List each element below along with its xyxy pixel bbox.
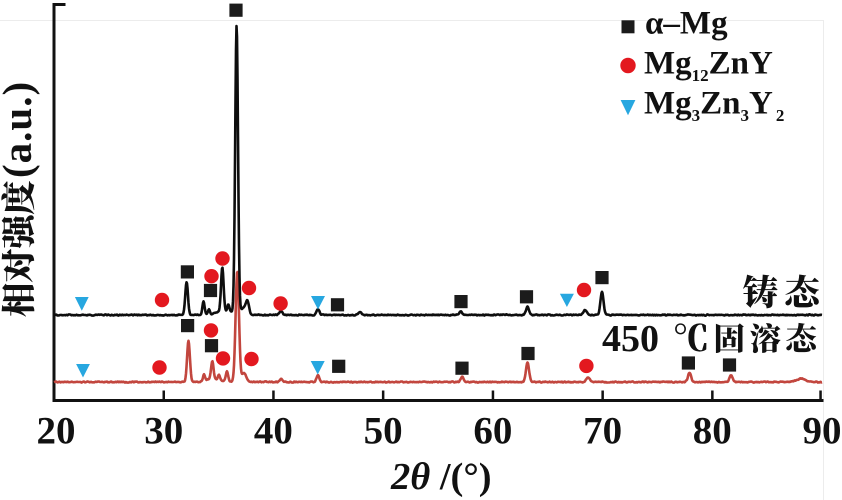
svg-text:40: 40 [254, 410, 293, 453]
svg-text:70: 70 [583, 410, 622, 453]
svg-text:2θ /(°): 2θ /(°) [390, 456, 492, 498]
svg-text:30: 30 [144, 410, 183, 453]
svg-text:(a.u.): (a.u.) [0, 81, 40, 178]
svg-text:50: 50 [364, 410, 403, 453]
svg-text:90: 90 [803, 410, 842, 453]
svg-text:Mg12ZnY: Mg12ZnY [644, 45, 773, 85]
svg-text:80: 80 [693, 410, 732, 453]
svg-text:α–Mg: α–Mg [645, 6, 728, 42]
svg-text:20: 20 [37, 410, 76, 453]
svg-text:450: 450 [602, 318, 659, 360]
svg-text:60: 60 [473, 410, 512, 453]
